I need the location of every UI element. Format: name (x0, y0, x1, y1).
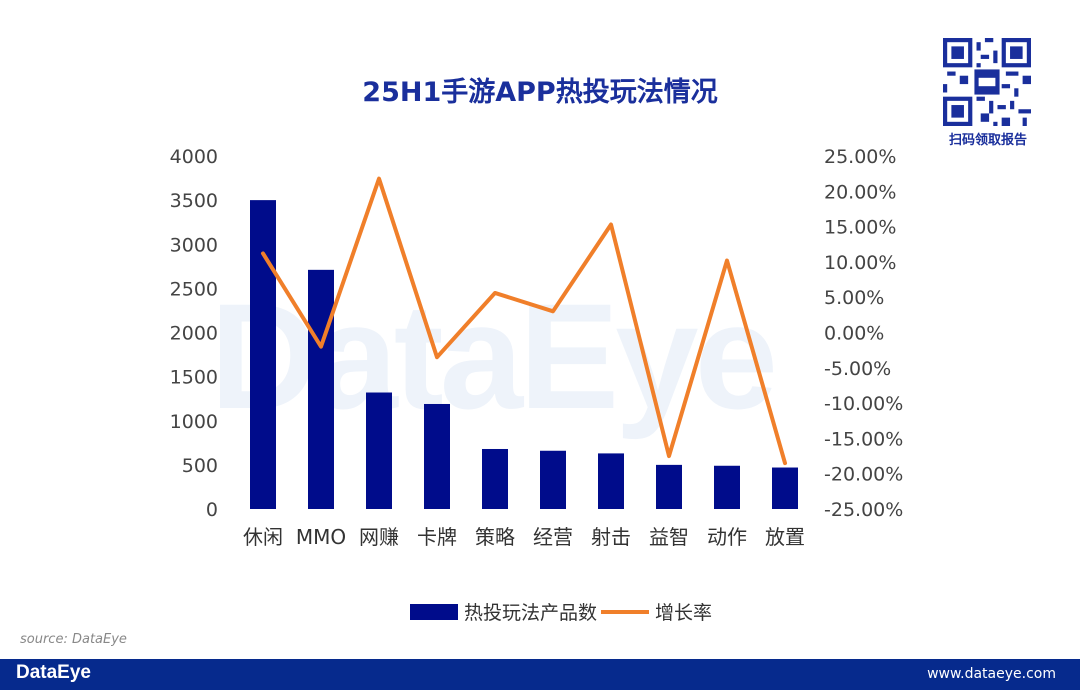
category-label: 网赚 (359, 525, 399, 549)
right-axis-tick: -10.00% (824, 393, 903, 415)
footer-bar: DataEye www.dataeye.com (0, 659, 1080, 690)
left-axis-tick: 1000 (170, 411, 218, 433)
category-label: 卡牌 (417, 525, 457, 549)
qr-code[interactable] (943, 38, 1031, 126)
legend-line-label: 增长率 (655, 602, 713, 624)
source-note: source: DataEye (20, 632, 127, 647)
right-axis-tick: -5.00% (824, 358, 891, 380)
right-axis-tick: 10.00% (824, 252, 896, 274)
left-axis-tick: 0 (206, 499, 218, 521)
right-axis-tick: -15.00% (824, 428, 903, 450)
bar-2 (308, 269, 334, 509)
right-axis-tick: 25.00% (824, 146, 896, 168)
chart-title: 25H1手游APP热投玩法情况 (362, 77, 718, 108)
bar-1 (250, 200, 276, 509)
right-axis-tick: 15.00% (824, 217, 896, 239)
bar-7 (598, 453, 624, 509)
left-axis-tick: 2500 (170, 278, 218, 300)
left-axis-tick: 2000 (170, 323, 218, 345)
legend-bar-label: 热投玩法产品数 (464, 602, 598, 624)
category-label: 射击 (591, 525, 631, 549)
category-label: 动作 (707, 525, 747, 549)
bar-8 (656, 464, 682, 509)
footer-url[interactable]: www.dataeye.com (927, 666, 1056, 682)
bar-6 (540, 450, 566, 509)
bar-10 (772, 467, 798, 509)
left-axis-tick: 3000 (170, 234, 218, 256)
legend-bar-swatch (410, 603, 458, 620)
legend-line-swatch (601, 609, 650, 614)
qr-caption: 扫码领取报告 (948, 133, 1027, 148)
left-axis-tick: 1500 (170, 367, 218, 389)
category-label: MMO (296, 525, 346, 549)
bar-5 (482, 448, 508, 509)
category-label: 经营 (533, 525, 573, 549)
bar-3 (366, 392, 392, 509)
category-label: 放置 (765, 525, 805, 549)
right-axis-tick: -25.00% (824, 499, 903, 521)
growth-rate-line (261, 176, 787, 466)
bar-9 (714, 465, 740, 509)
left-axis-tick: 500 (182, 455, 218, 477)
bar-4 (424, 403, 450, 509)
right-axis-tick: 5.00% (824, 287, 884, 309)
left-axis-tick: 4000 (170, 146, 218, 168)
category-label: 益智 (649, 525, 689, 549)
category-label: 策略 (475, 525, 515, 549)
right-axis-tick: -20.00% (824, 464, 903, 486)
right-axis-tick: 20.00% (824, 181, 896, 203)
left-axis-tick: 3500 (170, 190, 218, 212)
category-label: 休闲 (243, 525, 283, 549)
legend: 热投玩法产品数 增长率 (410, 598, 712, 625)
right-axis-tick: 0.00% (824, 323, 884, 345)
footer-brand: DataEye (16, 662, 91, 683)
